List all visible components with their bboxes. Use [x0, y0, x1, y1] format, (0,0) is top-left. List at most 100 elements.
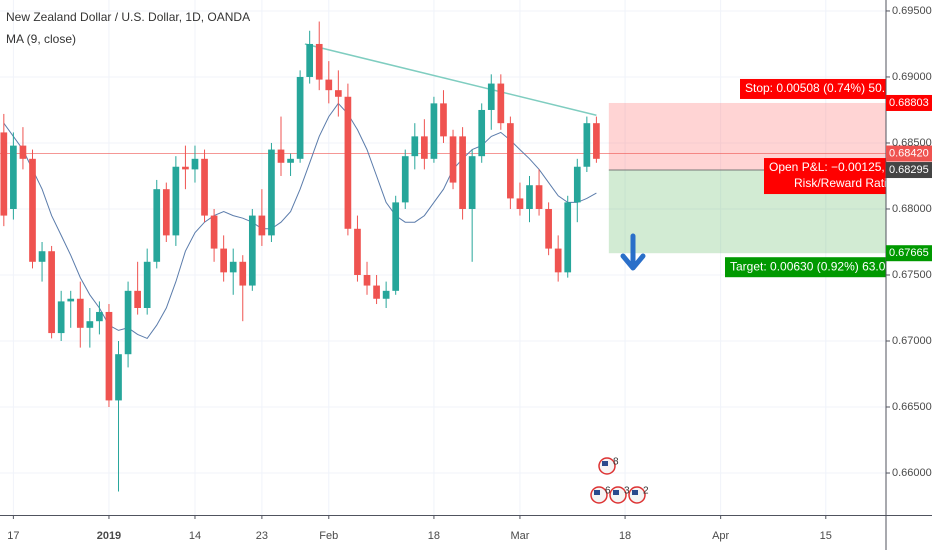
candle-body	[306, 43, 314, 77]
candle-body	[134, 290, 141, 308]
candle-body	[401, 156, 409, 203]
price-label: 0.67665	[889, 247, 929, 259]
candle-body	[19, 145, 27, 159]
candle-body	[430, 103, 438, 159]
candle-body	[382, 290, 390, 299]
indicator-legend: MA (9, close)	[6, 32, 76, 46]
candle-body	[229, 261, 237, 273]
candle-body	[478, 109, 486, 157]
candle-body	[10, 145, 17, 209]
candle-body	[487, 83, 495, 110]
y-tick-label: 0.69500	[892, 5, 932, 17]
candle-body	[115, 354, 122, 401]
candle-body	[220, 248, 227, 273]
candle-body	[535, 185, 543, 209]
y-tick-label: 0.67500	[892, 269, 932, 281]
down-arrow	[620, 233, 646, 271]
candle-body	[29, 158, 36, 262]
x-tick-label: 17	[7, 530, 19, 542]
candle-body	[554, 248, 562, 273]
pnl-box	[764, 158, 886, 195]
price-label: 0.68420	[889, 147, 929, 159]
candle-body	[172, 166, 180, 236]
event-count: 6	[605, 486, 611, 497]
candle-body	[516, 198, 524, 209]
candle-body	[583, 123, 591, 167]
y-tick-label: 0.67000	[892, 335, 932, 347]
price-label: 0.68295	[889, 164, 929, 176]
x-tick-label: Apr	[712, 530, 729, 542]
price-label-box	[886, 162, 932, 179]
candle-body	[201, 158, 208, 216]
event-count: 8	[613, 457, 619, 468]
candle-body	[153, 189, 161, 262]
price-label-box	[886, 245, 932, 262]
candle-body	[459, 136, 466, 209]
candle-body	[344, 96, 352, 229]
candle-body	[162, 189, 170, 236]
candle-body	[191, 158, 199, 170]
x-tick-label: 18	[428, 530, 440, 542]
candle-body	[182, 166, 189, 170]
overlay: 0.68803 0.68420 0.68295 0.67665	[886, 94, 932, 262]
stop-label-box	[740, 78, 886, 99]
candle-body	[287, 158, 294, 163]
y-tick-label: 0.66500	[892, 401, 932, 413]
candle-body	[67, 298, 75, 302]
candle-body	[526, 185, 533, 209]
x-tick-label: 15	[820, 530, 832, 542]
candle-body	[325, 79, 333, 91]
y-tick-label: 0.68000	[892, 203, 932, 215]
event-flag	[602, 461, 608, 466]
target-label: Target: 0.00630 (0.92%) 63.0	[730, 259, 886, 273]
candle-body	[258, 215, 266, 236]
candle-body	[57, 301, 65, 334]
chart-title: New Zealand Dollar / U.S. Dollar, 1D, OA…	[6, 10, 250, 24]
event-flag	[632, 490, 638, 495]
candle-body	[76, 298, 84, 328]
candle-body	[449, 136, 457, 183]
candle-body	[497, 83, 505, 124]
candle-body	[277, 149, 285, 163]
candle-body	[96, 311, 103, 322]
price-label-box	[886, 94, 932, 111]
event-flag	[613, 490, 619, 495]
candle-body	[564, 202, 572, 273]
y-tick-label: 0.68500	[892, 137, 932, 149]
y-tick-label: 0.69000	[892, 71, 932, 83]
x-tick-label: Mar	[510, 530, 529, 542]
candle-body	[105, 311, 113, 401]
candle-body	[268, 149, 275, 236]
x-tick-label: Feb	[319, 530, 338, 542]
event-count: 2	[643, 486, 649, 497]
y-tick-label: 0.66000	[892, 467, 932, 479]
candle-body	[334, 90, 342, 97]
candle-body	[468, 156, 476, 209]
candle-body	[210, 215, 218, 249]
candle-body	[363, 274, 371, 286]
candle-body	[440, 103, 447, 137]
x-tick-label: 14	[189, 530, 201, 542]
target-label-box	[725, 257, 886, 278]
candle-body	[421, 136, 428, 159]
candle-body	[392, 202, 400, 291]
candle-body	[296, 76, 304, 159]
candle-body	[573, 166, 581, 203]
candle-body	[315, 43, 323, 80]
event-count: 3	[624, 486, 630, 497]
stop-label: Stop: 0.00508 (0.74%) 50.	[745, 81, 885, 95]
candle-body	[0, 132, 8, 216]
pnl-label: Open P&L: −0.00125, (	[769, 160, 892, 174]
x-tick-label: 2019	[97, 530, 121, 542]
candle-body	[143, 261, 151, 308]
candle-body	[354, 228, 361, 275]
trendline	[304, 43, 597, 116]
candle-body	[373, 285, 380, 299]
price-label-box	[886, 145, 932, 162]
x-tick-label: 23	[256, 530, 268, 542]
candle-body	[507, 123, 514, 199]
x-tick-label: 18	[619, 530, 631, 542]
candle-body	[48, 251, 55, 334]
candle-body	[38, 251, 46, 262]
